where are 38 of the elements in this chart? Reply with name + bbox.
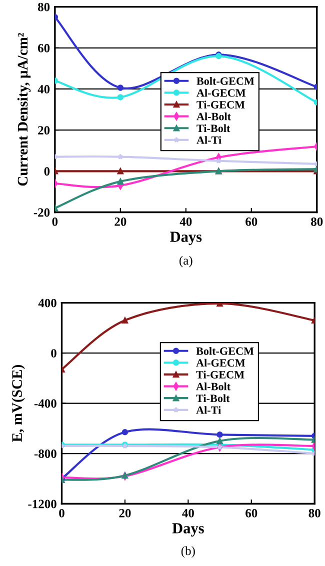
y-tick-label: -1200 bbox=[28, 500, 56, 508]
y-tick-label: -400 bbox=[34, 399, 56, 408]
x-tick-label: 40 bbox=[182, 508, 194, 518]
y-tick-label: 60 bbox=[38, 44, 50, 52]
y-axis-title: Current Density, μA/cm² bbox=[17, 32, 31, 186]
x-axis-title: Days bbox=[170, 232, 202, 246]
text: (a) bbox=[180, 256, 192, 268]
legend-label: Bolt-GECM bbox=[196, 347, 254, 355]
y-tick-label: 400 bbox=[38, 298, 56, 308]
x-tick-label: 20 bbox=[114, 217, 126, 226]
x-tick-label: 40 bbox=[180, 217, 192, 226]
y-tick-label: -800 bbox=[34, 450, 56, 458]
legend-label: Ti-GECM bbox=[196, 370, 244, 378]
x-tick-label: 80 bbox=[311, 217, 323, 226]
legend-label: Al-Ti bbox=[196, 136, 222, 144]
x-axis-title: Days bbox=[172, 523, 204, 537]
legend-label: Ti-Bolt bbox=[196, 394, 230, 402]
legend-label: Bolt-GECM bbox=[196, 77, 254, 85]
y-tick-label: 40 bbox=[38, 85, 50, 94]
y-axis-title: E, mV(SCE) bbox=[12, 365, 25, 442]
x-tick-label: 60 bbox=[246, 508, 258, 518]
text: (b) bbox=[181, 546, 195, 558]
y-tick-label: 20 bbox=[38, 126, 50, 135]
legend-label: Al-GECM bbox=[196, 88, 246, 97]
legend-label: Al-Ti bbox=[196, 406, 221, 414]
legend-label: Al-Bolt bbox=[196, 112, 231, 120]
x-tick-label: 60 bbox=[246, 217, 258, 226]
y-tick-label: -20 bbox=[34, 208, 50, 217]
x-tick-label: 80 bbox=[308, 508, 320, 518]
legend-label: Al-GECM bbox=[196, 358, 246, 367]
y-tick-label: 0 bbox=[44, 167, 50, 176]
x-tick-label: 0 bbox=[59, 508, 64, 518]
y-tick-label: 0 bbox=[51, 349, 56, 358]
y-tick-label: 80 bbox=[38, 2, 50, 12]
x-tick-label: 20 bbox=[119, 508, 131, 518]
legend-label: Ti-Bolt bbox=[196, 124, 230, 132]
legend-label: Ti-GECM bbox=[196, 100, 245, 108]
legend-label: Al-Bolt bbox=[196, 382, 231, 390]
